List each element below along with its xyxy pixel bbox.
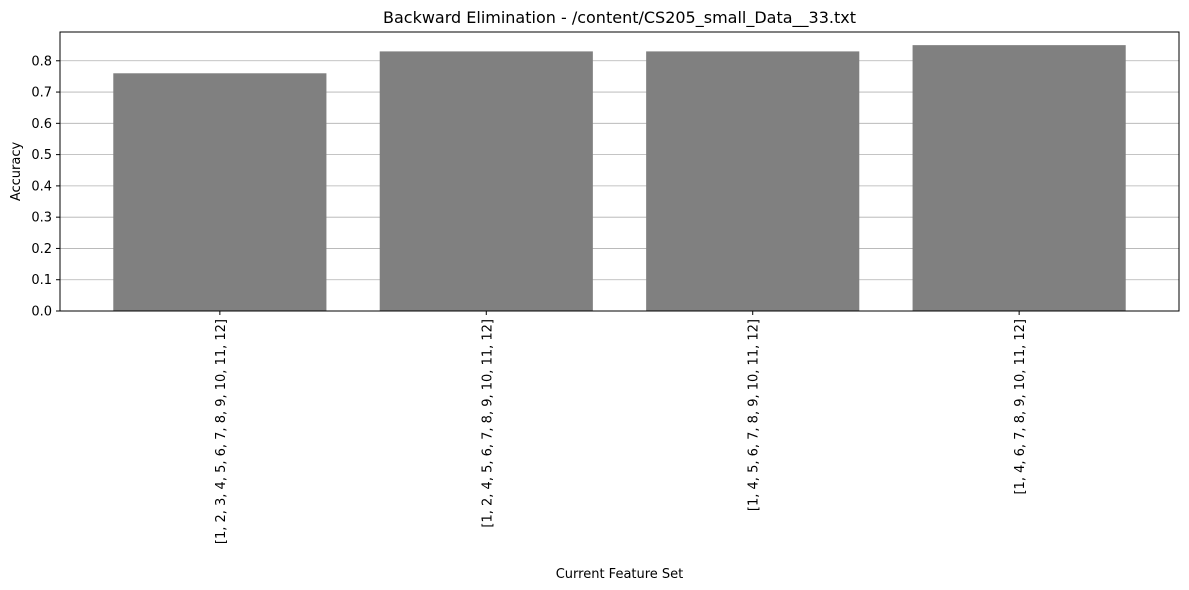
y-tick-label: 0.7 bbox=[31, 86, 52, 101]
y-tick-label: 0.0 bbox=[31, 305, 52, 320]
bar bbox=[646, 51, 860, 312]
x-tick-label: [1, 4, 6, 7, 8, 9, 10, 11, 12] bbox=[1013, 319, 1028, 495]
bar bbox=[113, 73, 327, 312]
bars bbox=[113, 45, 1126, 312]
bar bbox=[912, 45, 1126, 311]
x-axis-label: Current Feature Set bbox=[556, 567, 684, 582]
x-tick-label: [1, 2, 3, 4, 5, 6, 7, 8, 9, 10, 11, 12] bbox=[214, 319, 229, 544]
y-tick-label: 0.8 bbox=[31, 54, 52, 69]
y-tick-label: 0.5 bbox=[31, 148, 52, 163]
bar bbox=[379, 51, 593, 312]
x-axis-ticks: [1, 2, 3, 4, 5, 6, 7, 8, 9, 10, 11, 12] [… bbox=[214, 311, 1028, 544]
x-tick-label: [1, 2, 4, 5, 6, 7, 8, 9, 10, 11, 12] bbox=[480, 319, 495, 528]
y-tick-label: 0.4 bbox=[31, 179, 52, 194]
y-axis-ticks: 0.0 0.1 0.2 0.3 0.4 0.5 0.6 0.7 0.8 bbox=[31, 54, 60, 320]
plot-frame bbox=[59, 31, 1180, 312]
y-tick-label: 0.2 bbox=[31, 242, 52, 257]
chart-title: Backward Elimination - /content/CS205_sm… bbox=[383, 8, 856, 28]
y-axis-label: Accuracy bbox=[9, 142, 24, 202]
x-tick-label: [1, 4, 5, 6, 7, 8, 9, 10, 11, 12] bbox=[747, 319, 762, 511]
y-tick-label: 0.3 bbox=[31, 211, 52, 226]
y-tick-label: 0.6 bbox=[31, 117, 52, 132]
y-tick-label: 0.1 bbox=[31, 273, 52, 288]
